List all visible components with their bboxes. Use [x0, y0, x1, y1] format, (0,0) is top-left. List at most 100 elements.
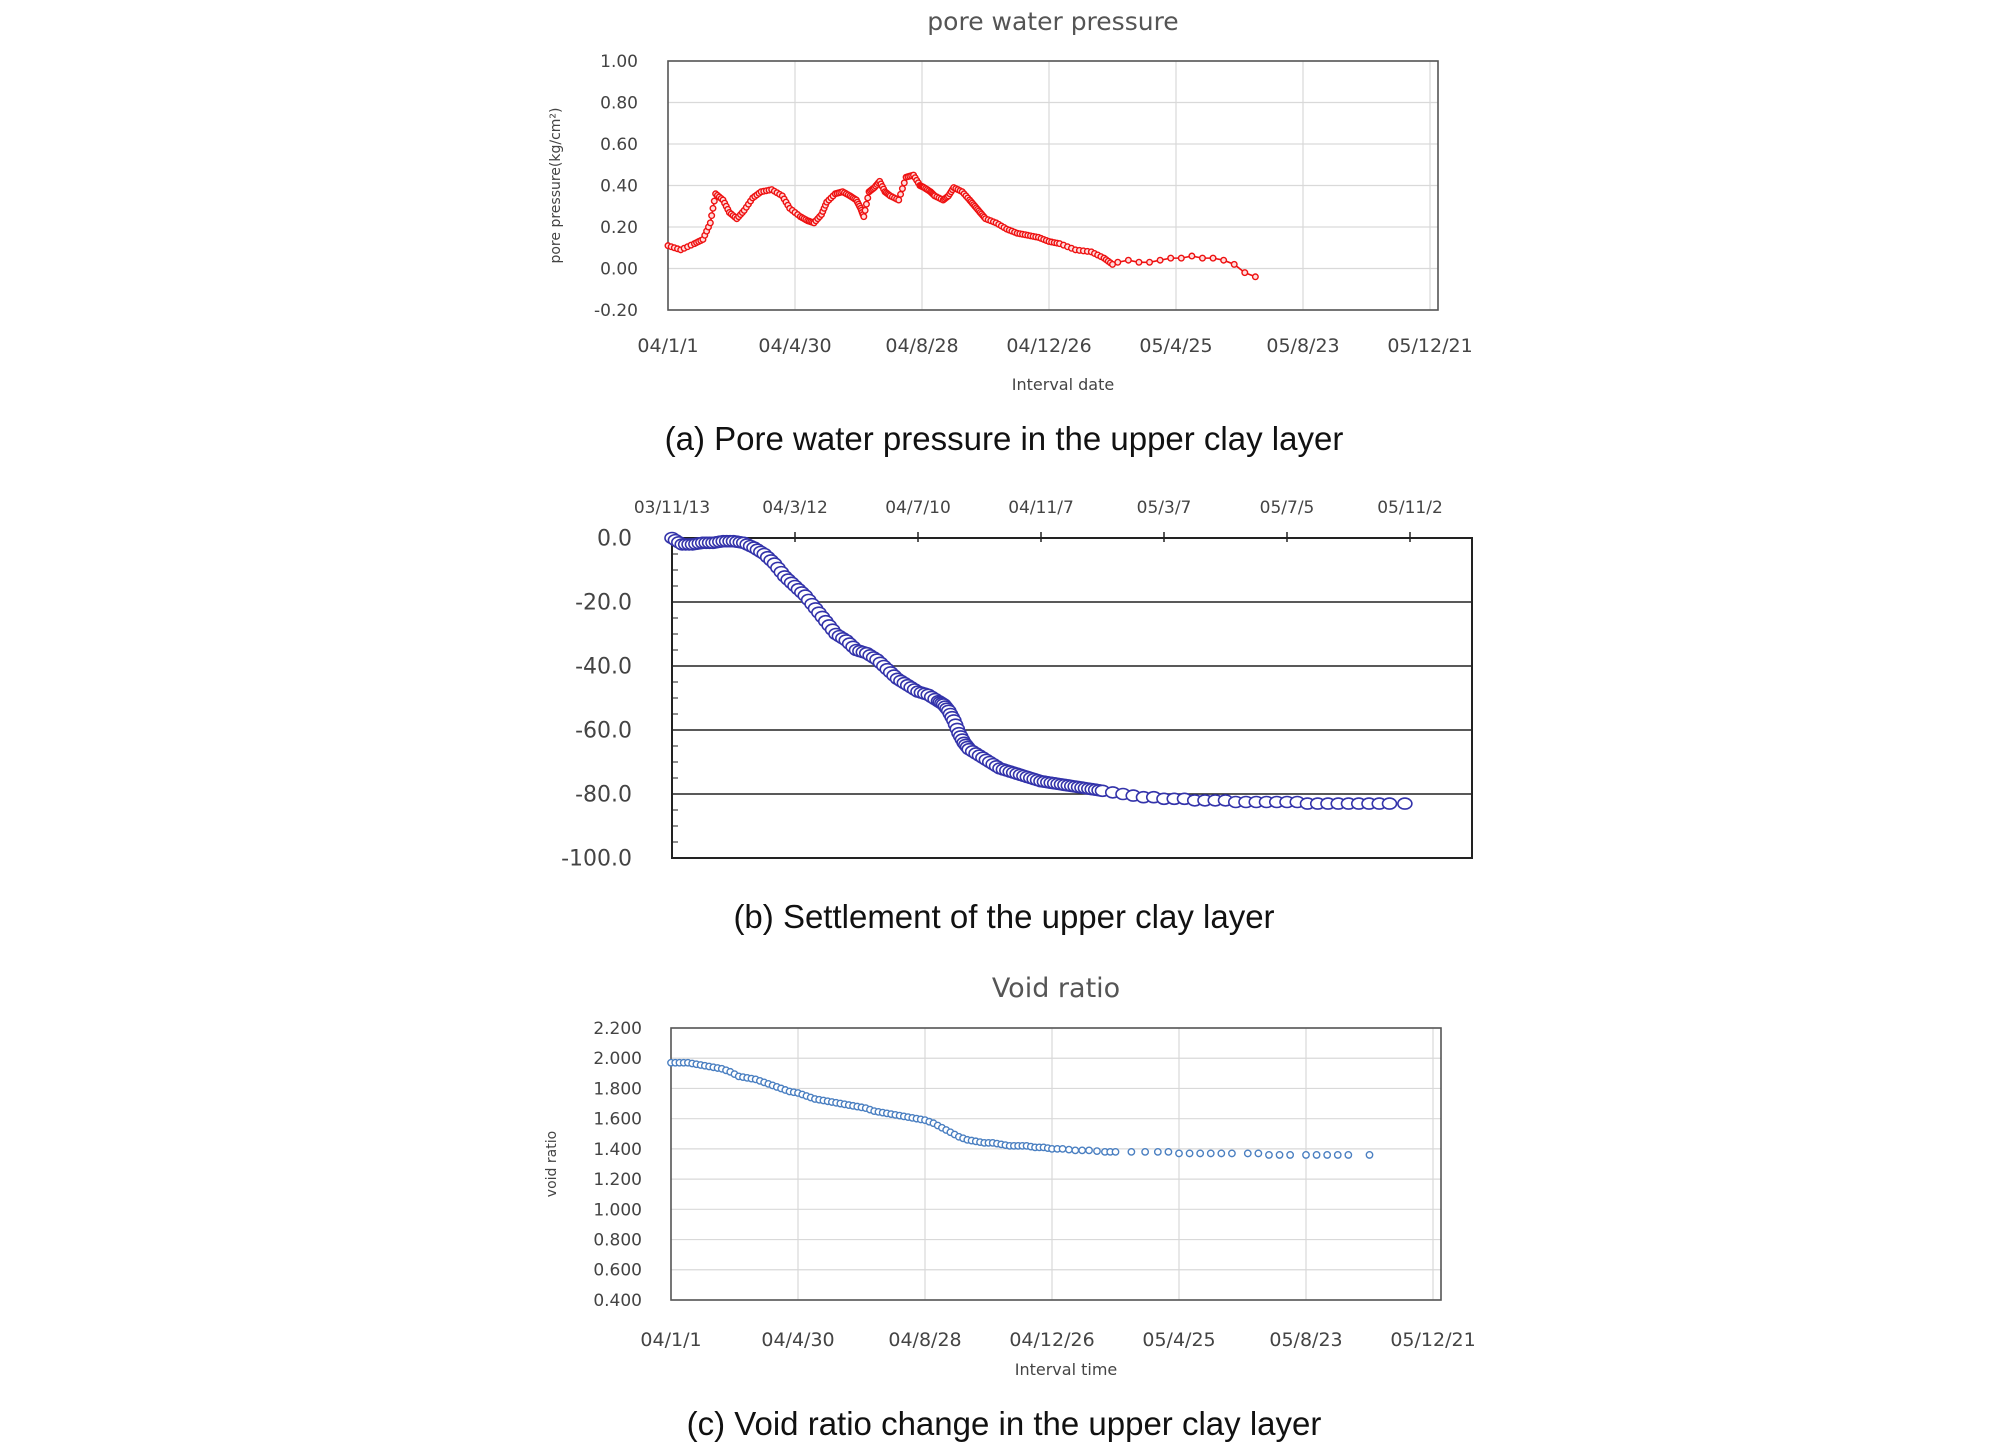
data-point — [1186, 794, 1203, 807]
data-point — [1125, 789, 1142, 802]
data-point — [1238, 795, 1254, 809]
chart-title: pore water pressure — [927, 7, 1178, 36]
data-point — [1070, 780, 1087, 794]
data-point — [696, 1061, 705, 1069]
x-tick-label: 04/8/28 — [888, 1329, 961, 1351]
y-tick-label: 0.600 — [593, 1261, 642, 1281]
y-tick-label: 0.20 — [600, 218, 638, 238]
data-point — [797, 589, 814, 602]
data-point — [746, 541, 762, 554]
data-point — [952, 730, 969, 743]
data-point — [883, 1109, 891, 1118]
y-tick-label: 1.000 — [593, 1200, 642, 1220]
y-tick-label: -80.0 — [575, 783, 632, 808]
data-point — [950, 1130, 959, 1139]
data-point — [763, 554, 779, 567]
data-point — [1005, 1141, 1014, 1150]
data-point — [794, 1089, 802, 1097]
data-point — [709, 1063, 718, 1072]
y-tick-label: -40.0 — [575, 655, 632, 680]
y-tick-label: 2.200 — [593, 1019, 642, 1039]
data-point — [899, 1112, 908, 1121]
data-point — [1019, 770, 1036, 784]
data-point — [1279, 795, 1295, 809]
data-point — [1077, 781, 1094, 795]
data-point — [1176, 792, 1193, 806]
data-point — [819, 1096, 828, 1105]
plot-area-border — [670, 1027, 1442, 1301]
data-point — [1286, 1151, 1295, 1159]
data-point — [790, 582, 807, 596]
data-point — [787, 579, 803, 593]
data-point — [1035, 1143, 1044, 1152]
data-point — [889, 672, 906, 686]
data-point — [742, 539, 759, 553]
plot-area-border — [667, 60, 1439, 311]
data-point — [1022, 771, 1039, 785]
data-point — [1002, 765, 1019, 778]
data-point — [938, 1123, 946, 1132]
data-point — [985, 757, 1001, 771]
data-point — [886, 669, 902, 682]
data-point — [734, 1072, 743, 1081]
data-point — [1333, 1151, 1342, 1159]
data-point — [893, 674, 909, 688]
data-point — [1053, 1144, 1062, 1153]
data-point — [718, 534, 735, 548]
data-point — [1127, 1148, 1136, 1156]
data-point — [917, 687, 933, 701]
data-point — [1029, 773, 1046, 787]
data-point — [756, 1076, 764, 1085]
data-point — [1036, 775, 1053, 789]
x-axis-label: Interval time — [1015, 1360, 1118, 1379]
data-point — [1299, 797, 1316, 810]
data-point — [722, 534, 738, 548]
data-point — [710, 197, 718, 205]
data-point — [1026, 1142, 1035, 1151]
data-point — [968, 747, 984, 760]
data-point — [1248, 795, 1265, 809]
data-point — [1227, 795, 1244, 809]
y-tick-label: 0.400 — [593, 1291, 642, 1311]
data-point — [971, 749, 988, 762]
data-point — [961, 742, 978, 756]
data-point — [1323, 1151, 1332, 1159]
data-point — [1198, 254, 1206, 262]
data-point — [764, 1080, 773, 1088]
data-point — [780, 573, 796, 586]
data-point — [1371, 797, 1388, 810]
data-point — [815, 1095, 824, 1104]
data-point — [667, 533, 684, 547]
data-point — [939, 702, 955, 715]
x-tick-label: 05/8/23 — [1269, 1329, 1342, 1351]
data-point — [844, 1101, 853, 1109]
data-point — [1043, 776, 1060, 790]
data-point — [1071, 1146, 1080, 1155]
y-tick-label: 1.00 — [600, 52, 638, 72]
data-point — [1058, 1144, 1067, 1153]
data-point — [988, 1138, 997, 1147]
data-point — [999, 764, 1015, 777]
data-point — [770, 561, 786, 575]
data-point — [899, 678, 916, 692]
data-point — [807, 602, 824, 615]
data-point — [908, 1114, 917, 1122]
data-point — [971, 1137, 980, 1146]
data-point — [1207, 794, 1224, 807]
data-point — [674, 538, 691, 551]
data-point — [747, 1074, 756, 1083]
x-tick-label: 05/12/21 — [1390, 1329, 1475, 1351]
data-point — [879, 662, 896, 676]
data-point — [1010, 1141, 1018, 1150]
chart-pore-water-pressure: pore water pressure 1.00 0.80 0.60 0.40 0.20 0… — [548, 7, 1473, 394]
data-point — [817, 614, 834, 628]
data-point — [946, 1128, 955, 1137]
data-point — [958, 738, 974, 752]
data-point — [838, 634, 855, 647]
series-line — [671, 1063, 1370, 1155]
data-point — [749, 543, 766, 557]
x-tick-label: 05/12/21 — [1387, 335, 1472, 357]
data-point — [1043, 1144, 1052, 1153]
data-point — [783, 576, 800, 590]
data-point — [821, 619, 837, 632]
